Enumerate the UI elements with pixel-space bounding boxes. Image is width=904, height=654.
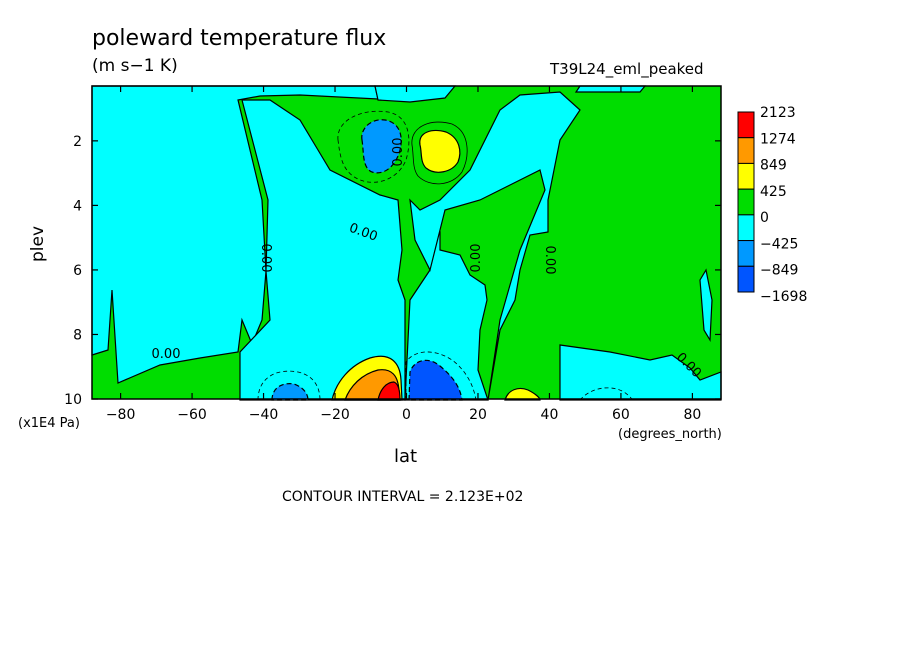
x-tick-label: 60 bbox=[612, 407, 630, 423]
x-tick-label: −40 bbox=[249, 407, 279, 423]
contour-label: 0.00 bbox=[391, 138, 406, 167]
colorbar-swatch bbox=[737, 188, 755, 216]
run-label: T39L24_eml_peaked bbox=[550, 60, 704, 78]
colorbar-swatch bbox=[737, 214, 755, 242]
x-tick-label: −60 bbox=[177, 407, 207, 423]
negative-regions bbox=[91, 85, 722, 401]
colorbar-label: 1274 bbox=[760, 131, 796, 147]
negative-region-central bbox=[239, 99, 406, 401]
colorbar-label: −849 bbox=[760, 263, 798, 279]
contour-label: 0.00 bbox=[258, 244, 273, 273]
negative-blob-upper bbox=[361, 119, 402, 174]
ring-pos-upper bbox=[411, 121, 468, 185]
y-tick-label: 10 bbox=[64, 392, 82, 408]
contour-label: 0.00 bbox=[152, 347, 181, 362]
positive-blob-lower-red bbox=[377, 381, 401, 401]
y-tick-label: 2 bbox=[73, 134, 82, 150]
contour-label: 0.00 bbox=[469, 244, 484, 273]
negative-blob-lower bbox=[408, 359, 463, 401]
x-tick-label: 0 bbox=[402, 407, 411, 423]
colorbar-label: 849 bbox=[760, 158, 787, 174]
colorbar-label: 2123 bbox=[760, 105, 796, 121]
contour-labels: 0.000.000.000.00 0.000.00 0.00 bbox=[152, 138, 704, 382]
negative-region-upper-right bbox=[574, 85, 647, 93]
colorbar-label: −425 bbox=[760, 236, 798, 252]
negative-region-east-edge bbox=[699, 268, 713, 343]
negative-blob-lower-2 bbox=[271, 383, 309, 401]
y-tick-label: 6 bbox=[73, 263, 82, 279]
x-tick-label: 20 bbox=[469, 407, 487, 423]
positive-blob-upper bbox=[419, 129, 461, 173]
negative-region-east bbox=[409, 91, 581, 401]
chart-title: poleward temperature flux bbox=[92, 26, 387, 51]
positive-regions bbox=[331, 129, 541, 401]
y-tick-label: 8 bbox=[73, 327, 82, 343]
colorbar-label: 0 bbox=[760, 210, 769, 226]
x-tick-label: −80 bbox=[106, 407, 136, 423]
x-axis-label: lat bbox=[394, 446, 418, 467]
strong-negative-regions bbox=[271, 119, 463, 401]
x-tick-label: −20 bbox=[320, 407, 350, 423]
x-tick-label: 80 bbox=[683, 407, 701, 423]
y-axis: 2 4 6 8 10 bbox=[64, 134, 721, 408]
colorbar: 2123 1274 849 425 0 −425 −849 −1698 bbox=[737, 105, 807, 305]
colorbar-label: 425 bbox=[760, 184, 787, 200]
colorbar-swatch bbox=[737, 265, 755, 293]
colorbar-swatch bbox=[737, 240, 755, 267]
x-axis: −80 −60 −40 −20 0 20 40 60 80 bbox=[106, 86, 701, 423]
chart-units: (m s−1 K) bbox=[92, 56, 178, 76]
contour-interval: CONTOUR INTERVAL = 2.123E+02 bbox=[282, 489, 524, 505]
colorbar-swatch bbox=[737, 162, 755, 190]
x-axis-units: (degrees_north) bbox=[618, 427, 722, 442]
contour-label: 0.00 bbox=[542, 246, 557, 275]
colorbar-swatch bbox=[737, 137, 755, 164]
colorbar-label: −1698 bbox=[760, 289, 807, 305]
y-axis-units: (x1E4 Pa) bbox=[18, 416, 80, 431]
x-tick-label: 40 bbox=[541, 407, 559, 423]
ring-neg-lower-west bbox=[257, 370, 321, 401]
colorbar-swatch bbox=[737, 111, 755, 139]
y-tick-label: 4 bbox=[73, 198, 82, 214]
